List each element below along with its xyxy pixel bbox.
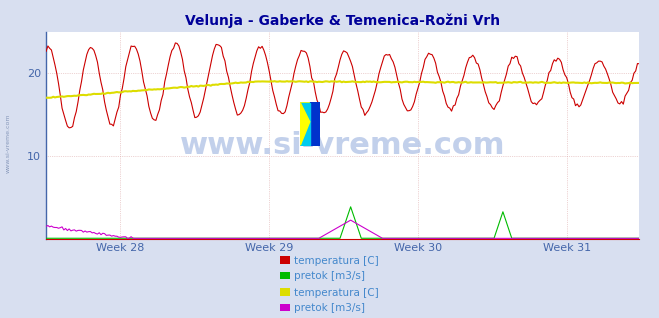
- Text: www.si-vreme.com: www.si-vreme.com: [180, 131, 505, 160]
- Legend: temperatura [C], pretok [m3/s]: temperatura [C], pretok [m3/s]: [280, 287, 379, 313]
- Polygon shape: [301, 103, 310, 145]
- Legend: temperatura [C], pretok [m3/s]: temperatura [C], pretok [m3/s]: [280, 256, 379, 281]
- Polygon shape: [310, 102, 320, 146]
- Text: www.si-vreme.com: www.si-vreme.com: [5, 113, 11, 173]
- Polygon shape: [301, 103, 310, 145]
- Title: Velunja - Gaberke & Temenica-Rožni Vrh: Velunja - Gaberke & Temenica-Rožni Vrh: [185, 13, 500, 28]
